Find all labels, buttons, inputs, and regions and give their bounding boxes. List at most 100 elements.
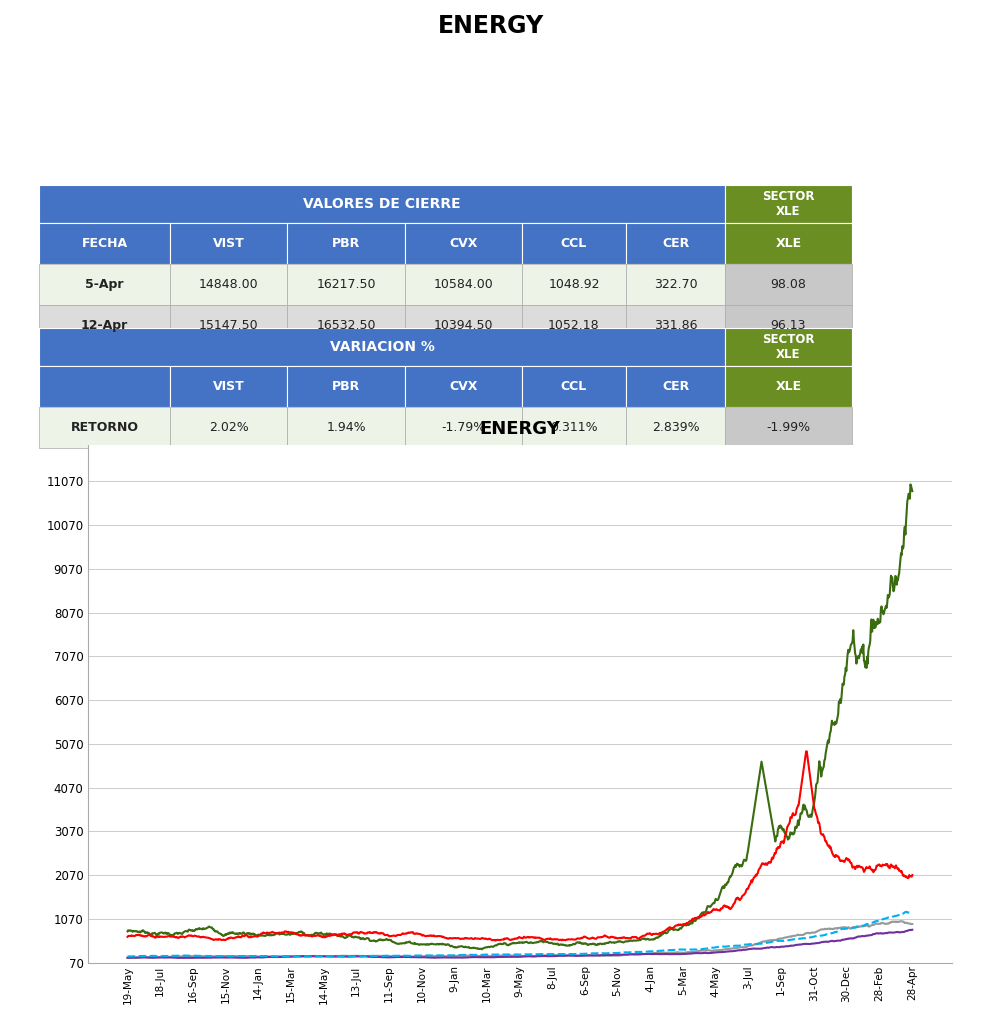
PBR: [326, 929, 337, 942]
Text: 331.86: 331.86: [653, 319, 697, 332]
CVX: [630, 948, 642, 960]
PBR: [310, 929, 322, 942]
Text: 96.13: 96.13: [771, 319, 806, 332]
VIST: [476, 943, 488, 955]
Text: RETORNO: RETORNO: [71, 421, 138, 434]
Bar: [626, 264, 725, 305]
Text: 0.311%: 0.311%: [550, 421, 597, 434]
PBR: [122, 930, 133, 943]
CCL: [178, 952, 189, 965]
Bar: [39, 185, 725, 223]
Text: 2.02%: 2.02%: [209, 421, 248, 434]
PBR: [630, 930, 642, 943]
Text: FECHA: FECHA: [81, 237, 128, 250]
Text: 98.08: 98.08: [770, 278, 806, 291]
Title: ENERGY: ENERGY: [480, 420, 560, 438]
CVX: [122, 952, 133, 965]
Text: -1.99%: -1.99%: [766, 421, 810, 434]
Bar: [170, 305, 287, 346]
Bar: [405, 365, 522, 407]
Text: PBR: PBR: [332, 237, 360, 250]
Bar: [522, 407, 626, 448]
CVX: [311, 950, 323, 963]
Bar: [725, 305, 852, 346]
Bar: [39, 223, 170, 264]
Text: CCL: CCL: [561, 380, 587, 393]
PBR: [479, 933, 490, 945]
CER: [122, 950, 133, 963]
Bar: [39, 407, 170, 448]
Text: 1.94%: 1.94%: [327, 421, 366, 434]
VIST: [122, 925, 133, 938]
Text: 15147.50: 15147.50: [199, 319, 259, 332]
VIST: [326, 928, 337, 941]
CCL: [122, 951, 133, 964]
CER: [308, 950, 320, 963]
Text: CVX: CVX: [449, 237, 478, 250]
CCL: [906, 923, 918, 936]
Text: VALORES DE CIERRE: VALORES DE CIERRE: [303, 198, 461, 211]
Bar: [522, 365, 626, 407]
Bar: [522, 305, 626, 346]
Line: VIST: VIST: [128, 484, 912, 949]
Bar: [725, 407, 852, 448]
Text: VIST: VIST: [213, 380, 244, 393]
Bar: [170, 407, 287, 448]
CVX: [895, 915, 906, 927]
VIST: [538, 936, 549, 948]
Text: 1052.18: 1052.18: [548, 319, 599, 332]
VIST: [904, 478, 916, 491]
Bar: [725, 185, 852, 223]
PBR: [906, 868, 918, 881]
Text: SECTOR
XLE: SECTOR XLE: [762, 190, 814, 218]
CCL: [538, 950, 549, 963]
CER: [327, 950, 338, 963]
Bar: [170, 264, 287, 305]
Bar: [405, 223, 522, 264]
CVX: [906, 918, 918, 930]
CER: [479, 948, 490, 960]
CCL: [311, 950, 323, 963]
Bar: [626, 407, 725, 448]
CCL: [327, 950, 338, 963]
CCL: [509, 950, 521, 963]
Text: CCL: CCL: [561, 237, 587, 250]
Line: CER: CER: [128, 912, 912, 956]
Text: 16532.50: 16532.50: [316, 319, 376, 332]
CCL: [479, 951, 490, 964]
Bar: [287, 264, 405, 305]
CER: [509, 948, 521, 960]
CER: [906, 907, 918, 919]
Bar: [39, 328, 725, 365]
Text: CER: CER: [662, 380, 689, 393]
Bar: [170, 365, 287, 407]
Bar: [626, 305, 725, 346]
CVX: [538, 949, 549, 962]
Text: 10394.50: 10394.50: [434, 319, 493, 332]
Bar: [287, 223, 405, 264]
Text: CER: CER: [662, 237, 689, 250]
Bar: [725, 328, 852, 365]
Text: 16217.50: 16217.50: [316, 278, 376, 291]
Bar: [39, 365, 170, 407]
CVX: [128, 952, 139, 965]
Bar: [39, 264, 170, 305]
Text: 322.70: 322.70: [653, 278, 697, 291]
Bar: [626, 223, 725, 264]
Text: XLE: XLE: [775, 237, 801, 250]
VIST: [906, 485, 918, 498]
Bar: [287, 365, 405, 407]
Bar: [725, 223, 852, 264]
Text: XLE: XLE: [775, 380, 801, 393]
Text: VARIACION %: VARIACION %: [330, 341, 435, 354]
VIST: [310, 927, 322, 940]
CER: [901, 906, 912, 918]
Text: ENERGY: ENERGY: [438, 13, 543, 38]
Bar: [170, 223, 287, 264]
CVX: [509, 949, 521, 962]
Bar: [405, 305, 522, 346]
Line: CCL: CCL: [128, 929, 912, 958]
PBR: [509, 933, 521, 945]
Bar: [39, 305, 170, 346]
Bar: [626, 365, 725, 407]
